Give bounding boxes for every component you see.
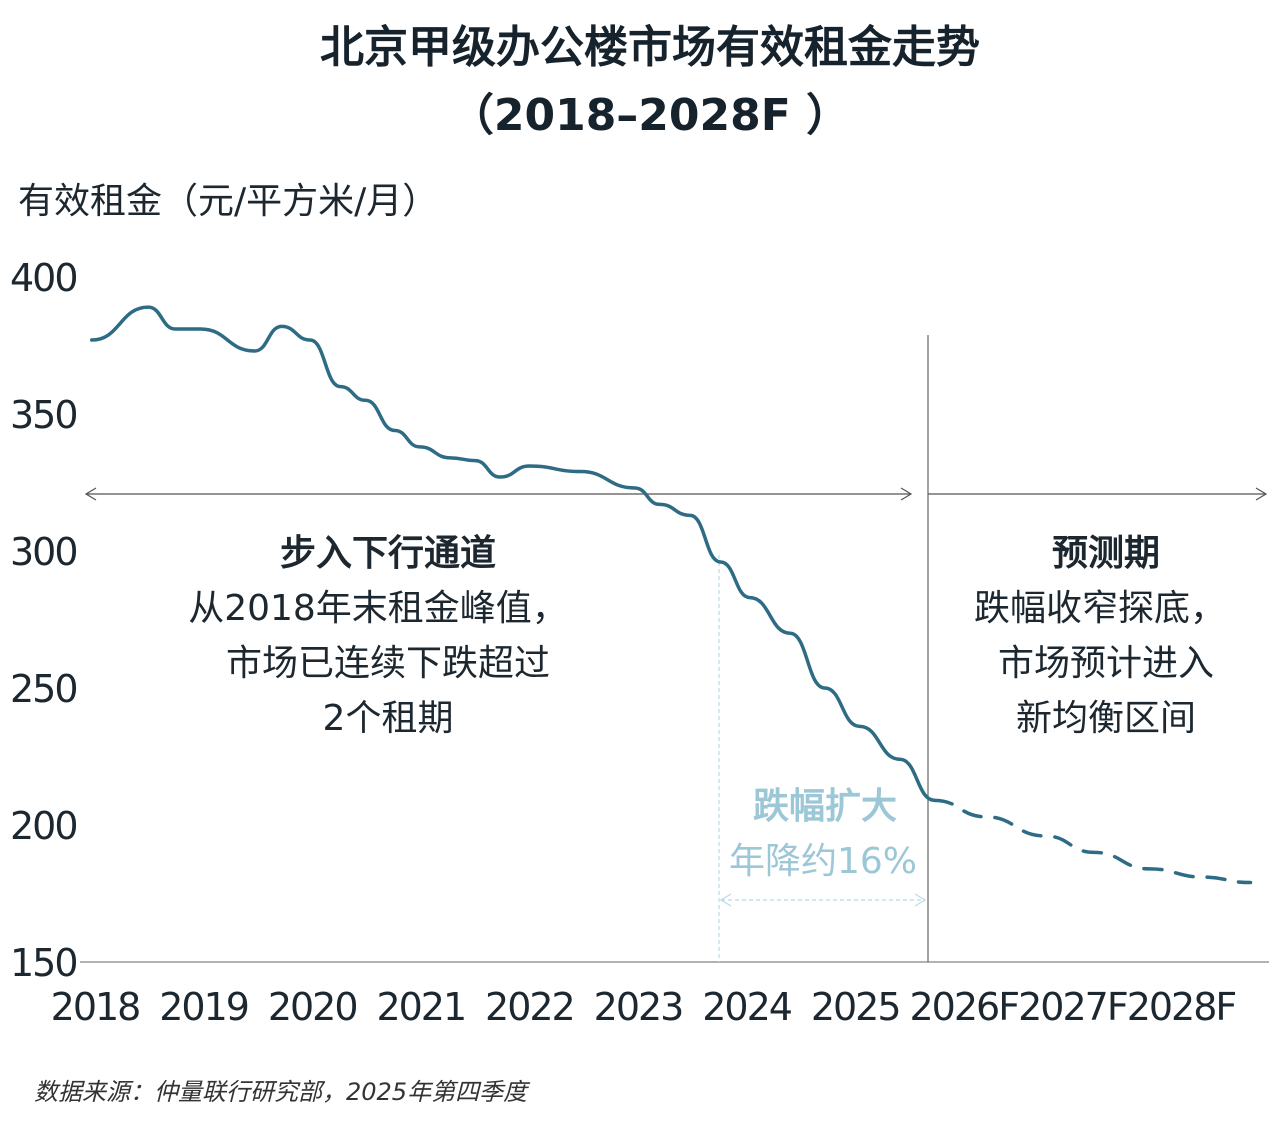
x-tick-label: 2020 [268,985,357,1029]
y-tick-label: 200 [10,804,77,848]
x-tick-label: 2028F [1127,985,1236,1029]
x-tick-label: 2024 [702,985,792,1029]
arrow-right-head [900,487,913,501]
chart-title: 北京甲级办公楼市场有效租金走势 [320,22,980,73]
x-tick-label: 2019 [159,985,248,1029]
chart-subtitle: （2018–2028F ） [450,90,850,141]
widening-heading: 跌幅扩大 [753,786,897,827]
x-tick-label: 2021 [376,985,465,1029]
y-tick-label: 350 [10,393,77,437]
x-tick-label: 2023 [594,985,683,1029]
forecast-arrow-head [1255,487,1268,501]
forecast-heading: 预测期 [1052,533,1160,574]
x-tick-label: 2018 [51,985,140,1029]
downtrend-line-2: 市场已连续下跌超过 [226,643,550,684]
actual-rent-line [89,305,937,803]
arrow-left-head [84,487,97,501]
x-tick-label: 2026F [910,985,1019,1029]
x-tick-label: 2022 [485,985,574,1029]
forecast-rent-line [932,798,1253,885]
forecast-line-3: 新均衡区间 [1016,698,1196,739]
forecast-line-1: 跌幅收窄探底， [974,588,1226,629]
x-tick-label: 2025 [811,985,900,1029]
widening-arrow-left [719,893,732,907]
widening-text: 年降约16% [729,841,917,882]
y-tick-label: 400 [10,256,77,300]
x-tick-label: 2027F [1018,985,1127,1029]
y-tick-label: 150 [10,941,77,985]
source-note: 数据来源：仲量联行研究部，2025年第四季度 [34,1078,531,1106]
widening-arrow-right [914,893,927,907]
y-axis-label: 有效租金（元/平方米/月） [18,181,438,222]
downtrend-line-1: 从2018年末租金峰值， [188,588,568,629]
y-tick-label: 250 [10,667,77,711]
y-tick-label: 300 [10,530,77,574]
downtrend-line-3: 2个租期 [323,698,454,739]
forecast-line-2: 市场预计进入 [998,643,1214,684]
downtrend-heading: 步入下行通道 [280,533,496,574]
